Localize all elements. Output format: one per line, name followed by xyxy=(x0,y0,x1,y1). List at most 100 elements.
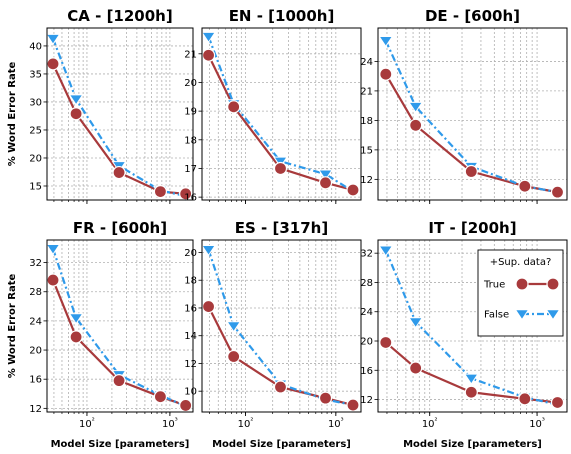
legend-label-false: False xyxy=(484,310,509,321)
y-tick-label: 15 xyxy=(29,181,42,192)
data-point-false xyxy=(463,373,479,385)
legend-box xyxy=(477,249,564,337)
x-axis-label: Model Size [parameters] xyxy=(212,439,351,450)
x-tick-label: 10² xyxy=(422,416,438,430)
data-point-true xyxy=(112,374,126,388)
x-tick-label: 10³ xyxy=(328,416,344,430)
x-tick-label: 10² xyxy=(238,416,254,430)
data-point-true xyxy=(273,380,288,394)
legend-marker-true xyxy=(515,277,529,291)
data-point-true xyxy=(518,179,532,193)
data-point-false xyxy=(378,245,394,257)
data-point-false xyxy=(318,169,333,181)
panel-title: IT - [200h] xyxy=(428,219,516,237)
y-axis-label: % Word Error Rate xyxy=(7,61,18,166)
data-point-false xyxy=(408,101,424,114)
data-point-true xyxy=(201,299,216,314)
y-tick-label: 15 xyxy=(360,145,373,156)
y-tick-label: 35 xyxy=(29,69,42,80)
data-point-true xyxy=(409,361,423,375)
y-tick-label: 14 xyxy=(184,331,197,342)
legend-title: +Sup. data? xyxy=(490,257,552,268)
data-point-false xyxy=(68,94,84,106)
y-tick-label: 24 xyxy=(360,57,373,68)
data-point-true xyxy=(379,67,393,81)
panel-title: EN - [1000h] xyxy=(229,7,335,25)
y-tick-label: 21 xyxy=(184,49,197,60)
data-point-true xyxy=(318,176,333,190)
panel-ca: 15 20 25 30 35 40 CA - [1200h] % Word Error Rat… xyxy=(7,7,194,204)
y-tick-label: 10 xyxy=(184,387,197,398)
data-point-true xyxy=(464,164,478,179)
data-point-true xyxy=(201,48,216,62)
axes-frame xyxy=(201,27,362,201)
y-tick-label: 12 xyxy=(360,395,373,406)
x-tick-label: 10³ xyxy=(529,416,545,430)
data-point-true xyxy=(379,335,393,350)
y-axis-label: % Word Error Rate xyxy=(7,273,18,378)
y-tick-label: 12 xyxy=(360,175,373,186)
y-tick-label: 32 xyxy=(29,258,42,269)
series-line-false xyxy=(51,248,187,408)
panel-es: 10 12 14 16 18 20 10² 10³ ES - [317h] Model Size … xyxy=(184,219,362,450)
y-tick-label: 40 xyxy=(29,41,42,52)
y-tick-label: 16 xyxy=(360,366,373,377)
data-point-true xyxy=(464,385,478,399)
data-point-true xyxy=(153,390,168,404)
y-tick-label: 20 xyxy=(29,153,42,164)
y-tick-label: 18 xyxy=(184,135,197,146)
data-point-false xyxy=(201,244,216,257)
series-line-false xyxy=(51,38,186,198)
y-tick-label: 20 xyxy=(29,346,42,357)
y-tick-label: 19 xyxy=(184,107,197,118)
panel-title: ES - [317h] xyxy=(235,219,328,237)
data-point-true xyxy=(179,398,193,413)
panel-en: 16 17 18 19 20 21 EN - [1000h] xyxy=(184,7,362,204)
data-point-true xyxy=(273,161,288,176)
x-axis-label: Model Size [parameters] xyxy=(403,439,542,450)
y-tick-label: 32 xyxy=(360,249,373,260)
y-tick-label: 20 xyxy=(184,248,197,259)
y-tick-label: 12 xyxy=(29,404,42,415)
legend-marker-false xyxy=(545,309,561,321)
data-point-true xyxy=(346,183,360,197)
panel-title: FR - [600h] xyxy=(73,219,167,237)
panel-title: CA - [1200h] xyxy=(67,7,172,25)
axes-frame xyxy=(46,27,194,201)
y-tick-label: 16 xyxy=(29,375,42,386)
x-tick-label: 10² xyxy=(79,416,95,430)
data-point-false xyxy=(45,33,61,46)
legend-label-true: True xyxy=(483,280,505,291)
y-tick-label: 18 xyxy=(184,276,197,287)
data-point-true xyxy=(550,185,565,199)
x-axis-label: Model Size [parameters] xyxy=(51,439,190,450)
data-point-true xyxy=(227,349,241,364)
y-tick-label: 21 xyxy=(360,86,373,97)
axes-frame xyxy=(201,239,362,413)
y-tick-label: 28 xyxy=(29,287,42,298)
y-tick-label: 28 xyxy=(360,278,373,289)
data-point-false xyxy=(378,36,394,48)
y-tick-label: 16 xyxy=(184,303,197,314)
data-point-true xyxy=(112,165,126,180)
data-point-false xyxy=(408,317,424,329)
data-point-false xyxy=(45,244,61,256)
y-tick-label: 16 xyxy=(184,193,197,204)
data-point-false xyxy=(201,31,216,44)
panel-fr: 12 16 20 24 28 32 10² 10³ FR - [600h] Model Size … xyxy=(7,219,194,450)
y-tick-label: 12 xyxy=(184,359,197,370)
axes-frame xyxy=(377,239,568,413)
data-point-false xyxy=(68,313,84,325)
data-point-true xyxy=(409,118,423,132)
data-point-true xyxy=(518,392,532,406)
data-point-true xyxy=(46,273,60,287)
y-tick-label: 20 xyxy=(360,337,373,348)
y-tick-label: 18 xyxy=(360,116,373,127)
data-point-true xyxy=(46,57,60,71)
legend-marker-false xyxy=(514,309,530,321)
data-point-false xyxy=(226,321,242,333)
data-point-true xyxy=(550,395,565,410)
axes-frame xyxy=(46,239,194,413)
panel-de: 12 15 18 21 24 DE - [600h] xyxy=(360,7,568,204)
